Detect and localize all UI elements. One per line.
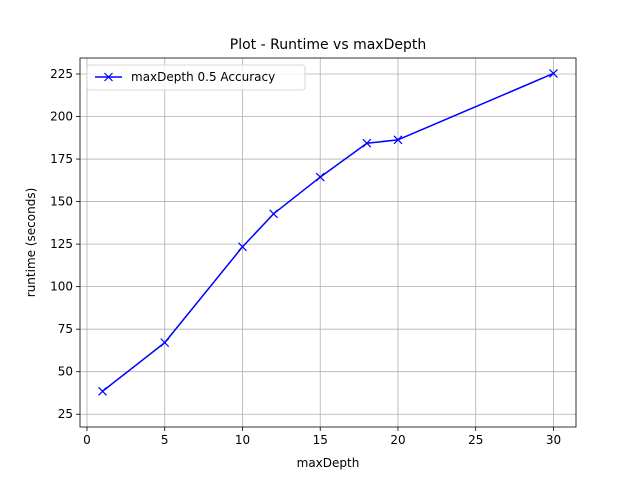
marker-stroke [269,209,279,219]
chart-title: Plot - Runtime vs maxDepth [230,37,426,53]
marker-stroke [98,386,107,396]
marker-stroke [160,338,170,348]
series-line [102,72,554,392]
marker-stroke [549,69,558,78]
data-point-marker [98,386,107,396]
y-tick-label: 225 [50,67,73,81]
y-tick-label: 100 [50,280,73,294]
x-tick-label: 15 [313,433,328,447]
data-point-marker [238,242,247,252]
data-point-marker [315,172,325,182]
axis-ticks: 0 5 10 15 20 25 30 25 50 75 100 125 150 175 200 225 [50,67,561,447]
x-axis-label: maxDepth [297,456,360,470]
x-tick-label: 30 [546,433,561,447]
data-point-marker [269,209,279,219]
marker-stroke [315,172,325,182]
y-tick-label: 150 [50,195,73,209]
grid [80,58,576,427]
x-tick-label: 20 [390,433,405,447]
legend: maxDepth 0.5 Accuracy [86,64,306,91]
legend-label: maxDepth 0.5 Accuracy [131,70,275,84]
x-tick-label: 0 [83,433,91,447]
y-tick-label: 200 [50,110,73,124]
legend-box [86,64,306,91]
legend-x-marker [104,72,113,82]
y-tick-label: 175 [50,152,73,166]
data-point-marker [160,338,170,348]
marker-stroke [104,72,113,82]
y-tick-label: 75 [58,322,73,336]
marker-stroke [393,135,403,145]
x-tick-label: 5 [161,433,169,447]
x-tick-label: 10 [235,433,250,447]
y-axis-label: runtime (seconds) [24,188,38,297]
marker-stroke [238,242,247,252]
y-tick-label: 25 [58,407,73,421]
axes-frame [79,57,577,428]
plot-area [98,69,558,396]
data-point-marker [549,69,558,78]
legend-marker-swatch [104,72,113,82]
y-tick-label: 50 [58,365,73,379]
marker-stroke [362,138,372,148]
x-tick-label: 25 [468,433,483,447]
y-tick-label: 125 [50,237,73,251]
data-point-marker [393,135,403,145]
data-point-marker [362,138,372,148]
